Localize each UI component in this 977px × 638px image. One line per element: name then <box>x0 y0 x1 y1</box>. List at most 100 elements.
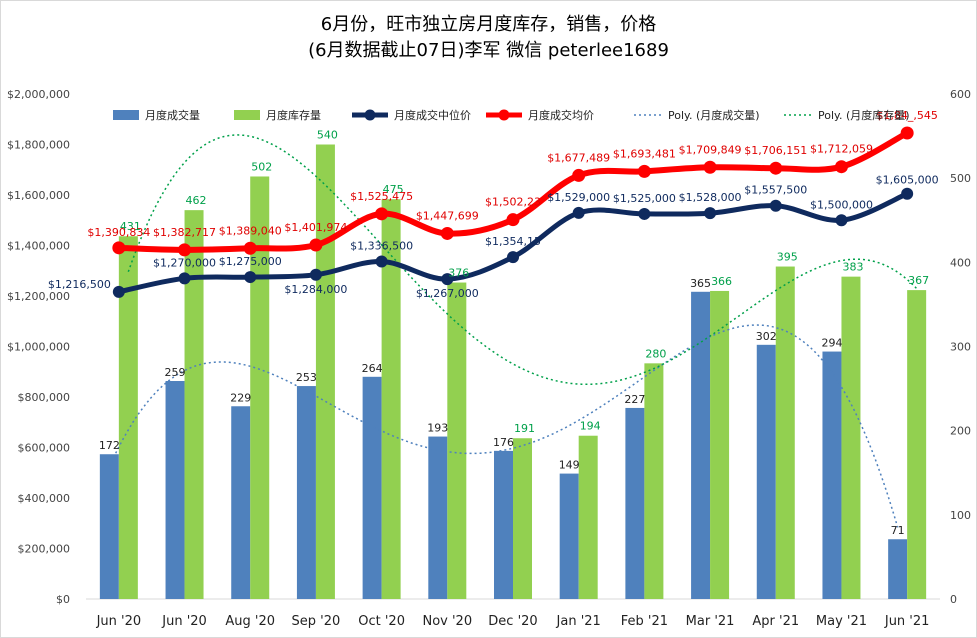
axes: $0 $200,000 $400,000 $600,000 $800,000 $1,000… <box>7 88 971 629</box>
label-inventory: 367 <box>908 274 929 287</box>
legend-item[interactable]: Poly. (月度成交量) <box>634 108 760 122</box>
point-median-price <box>309 268 322 281</box>
label-average-price: $1,706,151 <box>744 144 807 157</box>
legend[interactable]: 月度成交量 月度库存量 月度成交中位价 月度成交均价 Poly. (月度成交量) Poly… <box>113 108 910 122</box>
left-axis-tick-label: $2,000,000 <box>7 88 70 101</box>
legend-item[interactable]: 月度成交量 <box>113 108 200 122</box>
bar-inventory <box>447 282 467 599</box>
x-axis-tick-label: Dec '20 <box>488 614 537 629</box>
label-inventory: 540 <box>317 129 338 142</box>
label-sales: 193 <box>427 422 448 435</box>
left-axis-tick-label: $1,000,000 <box>7 341 70 354</box>
bar-inventory <box>907 290 927 599</box>
label-inventory: 366 <box>711 275 732 288</box>
label-sales: 71 <box>891 524 905 537</box>
chart-title: 6月份，旺市独立房月度库存，销售，价格 <box>320 14 657 35</box>
legend-item[interactable]: 月度库存量 <box>234 108 321 122</box>
label-average-price: $1,447,699 <box>416 209 479 222</box>
legend-label: Poly. (月度库存量) <box>818 108 910 122</box>
point-median-price <box>507 251 519 264</box>
legend-marker <box>498 109 510 121</box>
point-median-price <box>769 199 782 212</box>
label-median-price: $1,284,000 <box>284 283 347 296</box>
point-average-price <box>703 160 717 174</box>
legend-label: 月度成交量 <box>145 108 200 122</box>
point-median-price <box>244 271 257 284</box>
legend-marker <box>364 109 376 121</box>
left-axis-tick-label: $400,000 <box>18 492 71 505</box>
label-average-price: $1,401,974 <box>284 221 347 234</box>
label-average-price: $1,709,849 <box>679 143 742 156</box>
bar-sales <box>559 473 579 599</box>
legend-label: 月度成交均价 <box>528 108 594 122</box>
point-average-price <box>112 241 126 255</box>
label-inventory: 502 <box>251 160 272 173</box>
bar-inventory <box>315 144 335 599</box>
label-sales: 365 <box>690 277 711 290</box>
label-average-price: $1,84_,545 <box>876 109 937 122</box>
x-axis-tick-label: Jun '20 <box>161 614 207 629</box>
bar-sales <box>691 291 711 599</box>
right-axis-tick-label: 300 <box>950 341 971 354</box>
label-median-price: $1,529,000 <box>547 191 610 204</box>
left-axis-tick-label: $600,000 <box>18 442 71 455</box>
label-median-price: $1,525,000 <box>613 192 676 205</box>
legend-item[interactable]: 月度成交中位价 <box>352 108 471 122</box>
label-sales: 149 <box>559 459 580 472</box>
point-average-price <box>375 207 389 221</box>
right-axis-tick-label: 400 <box>950 256 971 269</box>
point-median-price <box>112 285 125 298</box>
bar-inventory <box>250 176 270 599</box>
label-median-price: $1,216,500 <box>48 278 111 291</box>
bar-inventory <box>710 290 730 599</box>
label-inventory: 194 <box>580 420 601 433</box>
label-sales: 253 <box>296 371 317 384</box>
label-sales: 229 <box>230 391 251 404</box>
price-lines <box>112 126 914 298</box>
label-median-price: $1,275,000 <box>219 255 282 268</box>
bars <box>99 144 927 600</box>
legend-label: Poly. (月度成交量) <box>668 108 760 122</box>
label-median-price: $1,270,000 <box>153 256 216 269</box>
x-axis-tick-label: Jun '20 <box>96 614 142 629</box>
left-axis-tick-label: $1,400,000 <box>7 240 70 253</box>
point-average-price <box>637 164 651 178</box>
label-median-price: $1,500,000 <box>810 198 873 211</box>
bar-inventory <box>118 236 138 599</box>
label-sales: 176 <box>493 436 514 449</box>
label-sales: 172 <box>99 439 120 452</box>
x-axis-tick-label: Aug '20 <box>225 614 275 629</box>
point-median-price <box>704 207 717 220</box>
legend-label: 月度库存量 <box>266 108 321 122</box>
x-axis-tick-label: Oct '20 <box>358 614 405 629</box>
point-average-price <box>178 243 192 257</box>
label-average-price: $1,502,23 <box>485 196 541 209</box>
x-axis-tick-label: Mar '21 <box>686 614 735 629</box>
label-inventory: 280 <box>645 347 666 360</box>
left-axis-tick-label: $1,800,000 <box>7 139 70 152</box>
point-average-price <box>572 168 586 182</box>
label-median-price: $1,354,15 <box>485 235 541 248</box>
x-axis-tick-label: Feb '21 <box>621 614 668 629</box>
label-median-price: $1,605,000 <box>876 174 939 187</box>
label-sales: 227 <box>624 393 645 406</box>
legend-item[interactable]: Poly. (月度库存量) <box>784 108 910 122</box>
point-median-price <box>441 273 454 286</box>
left-axis-tick-label: $1,200,000 <box>7 290 70 303</box>
label-inventory: 191 <box>514 422 535 435</box>
right-axis-tick-label: 200 <box>950 425 971 438</box>
point-average-price <box>243 241 257 255</box>
right-axis-tick-label: 600 <box>950 88 971 101</box>
label-inventory: 376 <box>448 267 469 280</box>
bar-sales <box>428 436 448 599</box>
bar-inventory <box>775 266 795 599</box>
bar-sales <box>165 381 185 599</box>
x-axis-tick-label: Nov '20 <box>422 614 472 629</box>
bar-sales <box>296 386 316 599</box>
label-sales: 302 <box>756 330 777 343</box>
point-median-price <box>572 206 585 219</box>
right-axis-tick-label: 100 <box>950 509 971 522</box>
legend-item[interactable]: 月度成交均价 <box>486 108 594 122</box>
legend-swatch <box>234 110 260 120</box>
